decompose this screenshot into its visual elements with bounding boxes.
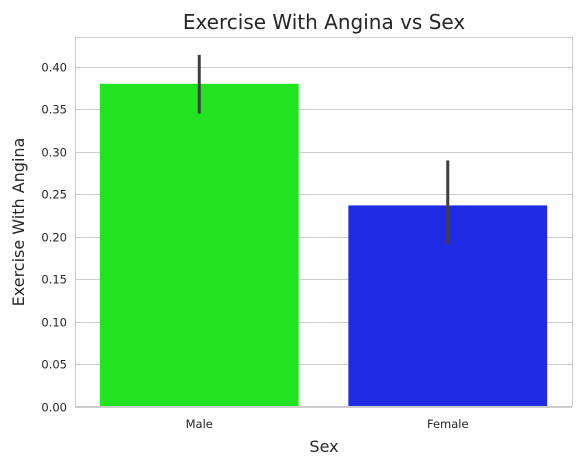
x-tick-label: Male xyxy=(186,417,213,431)
bar-male xyxy=(99,83,299,407)
plot-frame xyxy=(75,37,573,407)
x-axis-label: Sex xyxy=(309,437,338,456)
y-tick-label: 0.35 xyxy=(41,103,67,117)
error-bars xyxy=(197,54,450,245)
y-axis-label: Exercise With Angina xyxy=(9,138,28,307)
chart-title: Exercise With Angina vs Sex xyxy=(183,10,466,34)
y-tick-label: 0.20 xyxy=(41,231,67,245)
x-tick-label: Female xyxy=(427,417,469,431)
x-tick-labels: Male Female xyxy=(186,417,469,431)
y-tick-label: 0.25 xyxy=(41,188,67,202)
y-tick-label: 0.30 xyxy=(41,146,67,160)
y-tick-label: 0.15 xyxy=(41,273,67,287)
y-tick-label: 0.10 xyxy=(41,316,67,330)
y-tick-label: 0.00 xyxy=(41,401,67,415)
bars xyxy=(99,83,548,407)
y-tick-label: 0.05 xyxy=(41,358,67,372)
y-tick-labels: 0.00 0.05 0.10 0.15 0.20 0.25 0.30 0.35 0.40 xyxy=(41,61,67,415)
y-tick-label: 0.40 xyxy=(41,61,67,75)
